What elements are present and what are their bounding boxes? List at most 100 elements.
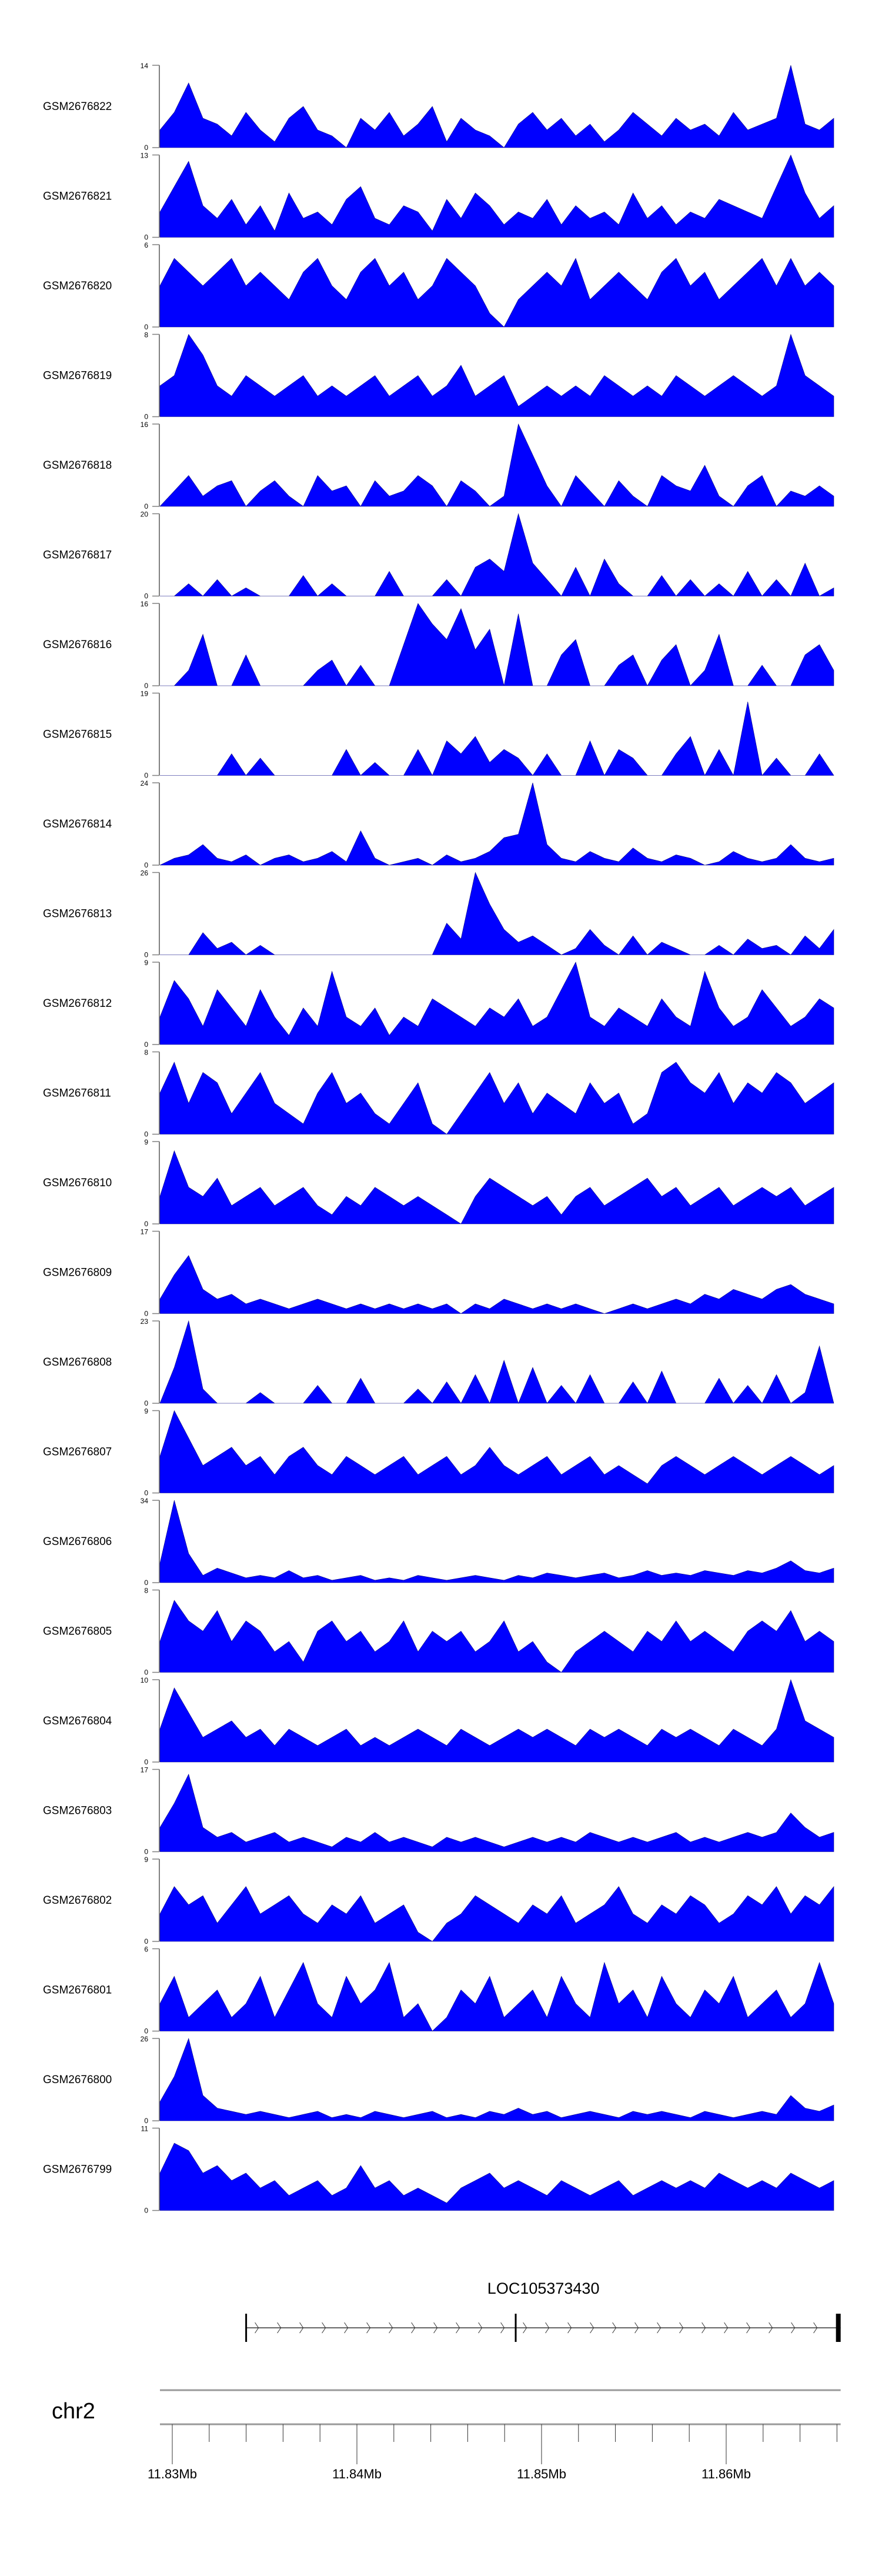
track-GSM2676808: GSM2676808 23 0 <box>43 1317 834 1407</box>
y-zero-label: 0 <box>144 2027 148 2036</box>
track-label: GSM2676804 <box>43 1715 112 1727</box>
track-GSM2676820: GSM2676820 6 0 <box>43 241 834 331</box>
strand-arrow-icon <box>500 2322 505 2334</box>
y-max-label: 23 <box>141 1317 149 1326</box>
track-label: GSM2676806 <box>43 1536 112 1548</box>
track-label: GSM2676815 <box>43 729 112 741</box>
y-max-label: 8 <box>144 331 148 339</box>
y-max-label: 16 <box>141 421 149 429</box>
y-max-label: 20 <box>141 510 149 519</box>
y-max-label: 17 <box>141 1228 149 1236</box>
strand-arrow-icon <box>590 2322 594 2334</box>
track-GSM2676803: GSM2676803 17 0 <box>43 1766 834 1856</box>
track-GSM2676801: GSM2676801 6 0 <box>43 1946 834 2036</box>
signal-area <box>159 1886 834 1942</box>
signal-area <box>159 782 834 866</box>
signal-area <box>159 154 834 238</box>
strand-arrow-icon <box>679 2322 684 2334</box>
tick-label: 11.85Mb <box>517 2467 566 2481</box>
track-label: GSM2676813 <box>43 908 112 920</box>
track-label: GSM2676818 <box>43 459 112 472</box>
y-zero-label: 0 <box>144 1758 148 1766</box>
strand-arrow-icon <box>567 2322 572 2334</box>
track-label: GSM2676820 <box>43 280 112 292</box>
tick-label: 11.84Mb <box>332 2467 382 2481</box>
y-zero-label: 0 <box>144 1489 148 1497</box>
signal-area <box>159 1500 834 1583</box>
strand-arrow-icon <box>612 2322 617 2334</box>
y-zero-label: 0 <box>144 233 148 242</box>
y-max-label: 6 <box>144 241 148 249</box>
y-zero-label: 0 <box>144 1220 148 1228</box>
y-zero-label: 0 <box>144 1669 148 1677</box>
track-label: GSM2676809 <box>43 1267 112 1279</box>
signal-area <box>159 2143 834 2211</box>
track-label: GSM2676821 <box>43 191 112 203</box>
strand-arrow-icon <box>523 2322 527 2334</box>
y-zero-label: 0 <box>144 772 148 780</box>
y-max-label: 19 <box>141 690 149 698</box>
tick-label: 11.86Mb <box>701 2467 751 2481</box>
track-label: GSM2676808 <box>43 1356 112 1369</box>
y-max-label: 10 <box>141 1676 149 1684</box>
exon <box>514 2314 517 2342</box>
track-label: GSM2676801 <box>43 1984 112 1997</box>
y-zero-label: 0 <box>144 1399 148 1407</box>
track-GSM2676819: GSM2676819 8 0 <box>43 331 834 421</box>
y-zero-label: 0 <box>144 1130 148 1139</box>
track-GSM2676800: GSM2676800 26 0 <box>43 2035 834 2125</box>
track-label: GSM2676810 <box>43 1177 112 1189</box>
strand-arrow-icon <box>746 2322 751 2334</box>
y-max-label: 16 <box>141 600 149 608</box>
gene-track: LOC105373430 <box>245 2280 841 2342</box>
genome-axis: chr2 11.83Mb 11.84Mb 11.85Mb 11.86Mb <box>52 2389 841 2481</box>
track-label: GSM2676800 <box>43 2074 112 2086</box>
track-GSM2676802: GSM2676802 9 0 <box>43 1856 834 1946</box>
track-label: GSM2676802 <box>43 1894 112 1907</box>
track-GSM2676809: GSM2676809 17 0 <box>43 1228 834 1318</box>
track-GSM2676813: GSM2676813 26 0 <box>43 869 834 959</box>
signal-area <box>160 702 834 776</box>
track-GSM2676815: GSM2676815 19 0 <box>43 690 834 780</box>
strand-arrow-icon <box>791 2322 796 2334</box>
strand-arrow-icon <box>769 2322 773 2334</box>
signal-area <box>159 1150 834 1224</box>
strand-arrow-icon <box>478 2322 483 2334</box>
y-max-label: 8 <box>144 1587 148 1595</box>
y-max-label: 6 <box>144 1946 148 1954</box>
y-max-label: 11 <box>141 2125 149 2133</box>
y-max-label: 17 <box>141 1766 149 1774</box>
y-zero-label: 0 <box>144 323 148 331</box>
strand-arrow-icon <box>299 2322 304 2334</box>
strand-arrow-icon <box>411 2322 416 2334</box>
track-label: GSM2676814 <box>43 818 112 830</box>
tick-label: 11.83Mb <box>148 2467 197 2481</box>
track-GSM2676806: GSM2676806 34 0 <box>43 1497 834 1587</box>
strand-arrow-icon <box>433 2322 438 2334</box>
y-zero-label: 0 <box>144 1040 148 1049</box>
track-GSM2676799: GSM2676799 11 0 <box>43 2125 834 2215</box>
y-max-label: 34 <box>141 1497 149 1505</box>
y-zero-label: 0 <box>144 1848 148 1856</box>
signal-area <box>159 2037 834 2121</box>
track-GSM2676814: GSM2676814 24 0 <box>43 779 834 869</box>
y-max-label: 8 <box>144 1049 148 1057</box>
signal-area <box>159 333 834 417</box>
strand-arrow-icon <box>366 2322 371 2334</box>
strand-arrow-icon <box>657 2322 662 2334</box>
track-label: GSM2676812 <box>43 997 112 1010</box>
y-max-label: 9 <box>144 1138 148 1146</box>
track-label: GSM2676805 <box>43 1626 112 1638</box>
track-label: GSM2676816 <box>43 639 112 651</box>
signal-area <box>159 1320 834 1404</box>
track-GSM2676804: GSM2676804 10 0 <box>43 1676 834 1766</box>
strand-arrow-icon <box>277 2322 282 2334</box>
y-zero-label: 0 <box>144 1579 148 1587</box>
y-max-label: 9 <box>144 1856 148 1864</box>
y-zero-label: 0 <box>144 2117 148 2125</box>
y-zero-label: 0 <box>144 1937 148 1946</box>
signal-area <box>159 1961 834 2031</box>
y-zero-label: 0 <box>144 502 148 510</box>
y-max-label: 26 <box>141 2035 149 2043</box>
